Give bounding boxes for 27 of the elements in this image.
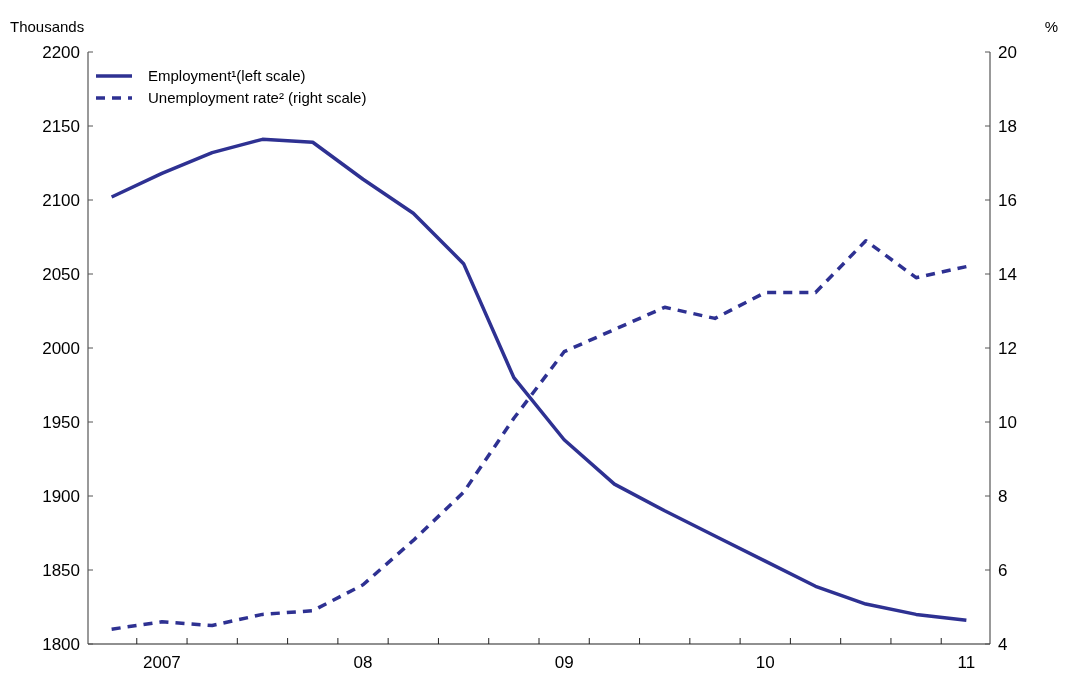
y2-tick-label: 6 [998,560,1008,580]
y2-tick-label: 18 [998,116,1017,136]
y-tick-label: 2050 [42,264,80,284]
y2-tick-label: 12 [998,338,1017,358]
x-tick-label: 11 [957,653,976,672]
y-tick-label: 1800 [42,634,80,654]
y-tick-label: 2000 [42,338,80,358]
y2-tick-label: 20 [998,42,1017,62]
y2-tick-label: 16 [998,190,1017,210]
x-tick-label: 08 [353,653,373,672]
y2-tick-label: 14 [998,264,1017,284]
y2-tick-label: 10 [998,412,1017,432]
y-tick-label: 1900 [42,486,80,506]
y2-axis-title: % [1044,18,1058,35]
y2-tick-label: 4 [998,634,1008,654]
x-tick-label: 2007 [143,653,181,672]
y-tick-label: 1850 [42,560,80,580]
y-axis-title: Thousands [10,18,85,35]
y-tick-label: 1950 [42,412,80,432]
y2-tick-label: 8 [998,486,1008,506]
x-tick-label: 10 [755,653,775,672]
legend-label: Employment¹(left scale) [148,67,306,85]
legend-label: Unemployment rate² (right scale) [148,89,367,107]
y-tick-label: 2100 [42,190,80,210]
y-tick-label: 2200 [42,42,80,62]
y-tick-label: 2150 [42,116,80,136]
x-tick-label: 09 [554,653,574,672]
